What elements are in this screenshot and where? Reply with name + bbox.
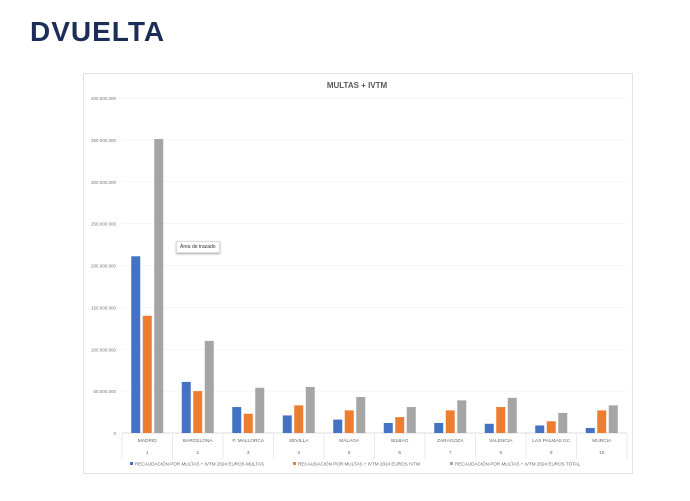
y-tick-label: 50.000.000: [93, 389, 116, 394]
bar-multas: [434, 422, 444, 433]
rank-label: 4: [297, 450, 300, 456]
bar-multas: [181, 381, 191, 433]
bar-ivtm: [546, 421, 556, 433]
bar-ivtm: [142, 315, 152, 433]
bar-total: [154, 139, 164, 433]
bar-total: [558, 412, 568, 433]
rank-label: 1: [146, 450, 149, 456]
bar-total: [507, 397, 517, 433]
y-tick-label: 200.000.000: [91, 264, 117, 269]
legend-swatch: [450, 462, 453, 465]
category-label: BARCELONA: [183, 438, 213, 444]
bar-multas: [131, 256, 141, 433]
bar-total: [356, 396, 366, 433]
y-tick-label: 100.000.000: [91, 347, 117, 352]
category-label: LAS PALMAS GC: [532, 438, 571, 444]
bar-ivtm: [496, 407, 506, 433]
bar-ivtm: [597, 410, 607, 433]
rank-label: 10: [599, 450, 605, 456]
category-label: ZARAGOZA: [437, 438, 464, 444]
bar-ivtm: [344, 410, 354, 433]
bar-total: [255, 387, 265, 433]
category-label: SEVILLA: [289, 438, 309, 444]
bar-total: [204, 340, 214, 433]
y-tick-label: 0: [113, 431, 116, 436]
bar-multas: [535, 425, 545, 433]
bar-multas: [484, 423, 494, 433]
legend-label: RECAUDACIÓN POR MULTAS + IVTM 2024 EUROS…: [298, 461, 420, 467]
bar-total: [305, 386, 315, 433]
y-tick-label: 400.000.000: [91, 96, 117, 101]
bar-multas: [282, 415, 292, 433]
bar-total: [457, 400, 467, 433]
dvuelta-logo: DVUELTA: [30, 14, 165, 50]
category-label: P. MALLORCA: [232, 438, 264, 444]
bar-multas: [232, 407, 242, 433]
rank-label: 6: [398, 450, 401, 456]
y-tick-label: 150.000.000: [91, 305, 117, 310]
bar-ivtm: [294, 405, 304, 433]
legend-label: RECAUDACIÓN POR MULTAS + IVTM 2024 EUROS…: [455, 461, 581, 467]
category-label: MÁLAGA: [339, 437, 360, 444]
plot-area-tooltip: Área de trazado: [176, 241, 220, 253]
legend-label: RECAUDACIÓN POR MULTAS + IVTM 2024 EUROS…: [135, 461, 264, 467]
rank-label: 7: [449, 450, 452, 456]
chart-frame: [83, 73, 633, 474]
bar-total: [608, 405, 618, 433]
bar-ivtm: [243, 413, 253, 433]
category-label: MADRID: [138, 438, 157, 444]
rank-label: 9: [550, 450, 553, 456]
y-tick-label: 350.000.000: [91, 138, 117, 143]
bar-multas: [333, 419, 343, 433]
rank-label: 5: [348, 450, 351, 456]
legend-swatch: [130, 462, 133, 465]
category-label: MURCIA: [592, 438, 612, 444]
y-tick-label: 300.000.000: [91, 180, 117, 185]
rank-label: 8: [499, 450, 502, 456]
bar-ivtm: [445, 410, 455, 433]
bar-ivtm: [193, 391, 203, 433]
bar-multas: [383, 422, 393, 433]
bar-multas: [585, 427, 595, 433]
y-tick-label: 250.000.000: [91, 222, 117, 227]
bar-ivtm: [395, 417, 405, 433]
chart-title: MULTAS + IVTM: [327, 81, 388, 90]
logo-text: DVUELTA: [30, 16, 166, 47]
category-label: VALENCIA: [489, 438, 513, 444]
legend-swatch: [293, 462, 296, 465]
rank-label: 3: [247, 450, 250, 456]
category-label: BILBAO: [391, 438, 409, 444]
rank-label: 2: [196, 450, 199, 456]
bar-total: [406, 407, 416, 433]
